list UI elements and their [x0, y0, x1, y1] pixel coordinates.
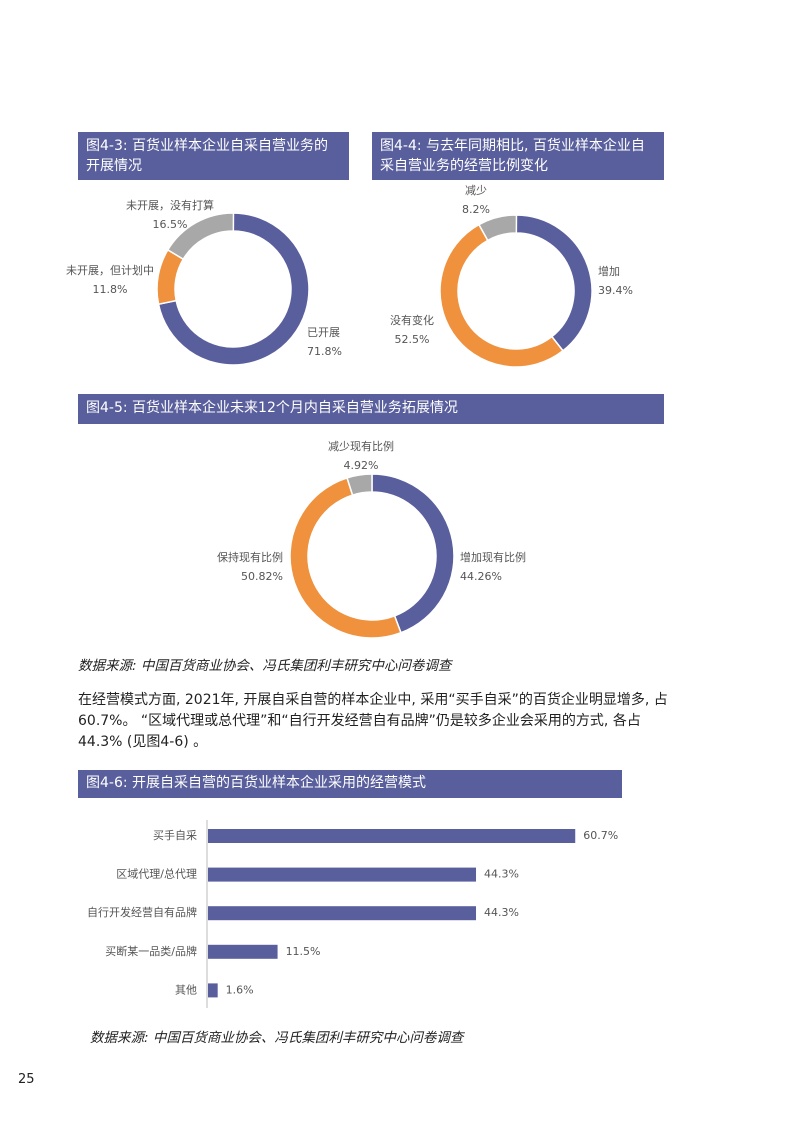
donut-slice	[477, 214, 518, 242]
value-label: 44.3%	[484, 906, 519, 919]
value-label: 11.8%	[93, 283, 128, 296]
value-label: 16.5%	[153, 218, 188, 231]
value-label: 8.2%	[462, 203, 490, 216]
chart-title: 图4-4: 与去年同期相比, 百货业样本企业自采自营业务的经营比例变化	[372, 132, 664, 180]
donut-slice	[166, 212, 235, 261]
donut-slice	[439, 223, 565, 368]
slice-label: 未开展，但计划中	[66, 264, 154, 277]
paragraph: 在经营模式方面, 2021年, 开展自采自营的样本企业中, 采用“买手自采”的百…	[78, 692, 668, 750]
value-label: 11.5%	[286, 945, 321, 958]
slice-label: 减少现有比例	[328, 439, 394, 453]
value-label: 50.82%	[241, 570, 283, 583]
page-number: 25	[18, 1072, 35, 1087]
chart-title: 图4-6: 开展自采自营的百货业样本企业采用的经营模式	[78, 770, 622, 798]
slice-label: 已开展	[307, 326, 340, 339]
category-label: 买手自采	[153, 828, 197, 842]
bar	[208, 867, 477, 882]
source-note: 数据来源: 中国百货商业协会、冯氏集团利丰研究中心问卷调查	[90, 1030, 464, 1046]
category-label: 区域代理/总代理	[116, 867, 197, 881]
slice-label: 保持现有比例	[217, 550, 283, 564]
donut-slice	[371, 473, 455, 634]
value-label: 60.7%	[583, 829, 618, 842]
donut-slice	[157, 212, 310, 366]
source-note: 数据来源: 中国百货商业协会、冯氏集团利丰研究中心问卷调查	[78, 658, 452, 674]
value-label: 52.5%	[395, 333, 430, 346]
category-label: 买断某一品类/品牌	[105, 944, 197, 958]
slice-label: 增加	[598, 264, 620, 278]
slice-label: 没有变化	[390, 313, 434, 327]
chart-title: 图4-5: 百货业样本企业未来12个月内自采自营业务拓展情况	[78, 394, 664, 424]
category-label: 自行开发经营自有品牌	[87, 905, 197, 919]
slice-label: 减少	[465, 184, 487, 197]
chart-title: 图4-3: 百货业样本企业自采自营业务的开展情况	[78, 132, 349, 180]
category-label: 其他	[175, 983, 197, 996]
value-label: 71.8%	[307, 345, 342, 358]
bar	[208, 906, 477, 921]
value-label: 1.6%	[226, 983, 254, 996]
bar	[208, 829, 576, 843]
value-label: 44.3%	[484, 868, 519, 881]
value-label: 4.92%	[344, 459, 379, 472]
value-label: 39.4%	[598, 284, 633, 297]
value-label: 44.26%	[460, 570, 502, 583]
slice-label: 增加现有比例	[460, 550, 526, 564]
donut-slice	[515, 214, 593, 352]
bar	[208, 983, 218, 998]
donut-slice	[289, 476, 402, 639]
bar	[208, 944, 278, 959]
donut-slice	[346, 473, 373, 496]
donut-slice	[156, 248, 185, 306]
slice-label: 未开展，没有打算	[126, 198, 214, 212]
